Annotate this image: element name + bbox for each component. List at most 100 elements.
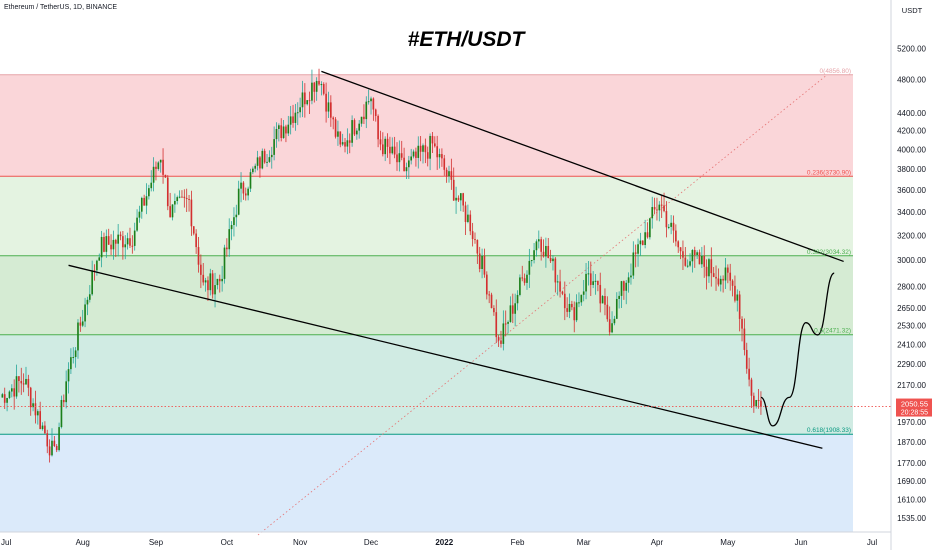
candle-body [540, 239, 542, 252]
candle-body [6, 397, 8, 403]
candle-body [204, 280, 207, 283]
candle-body [741, 318, 743, 329]
candle-body [476, 239, 479, 254]
candle-body [452, 179, 455, 201]
candle-body [183, 196, 186, 198]
candle-body [701, 255, 703, 265]
candle-body [325, 93, 327, 112]
candle-body [396, 154, 398, 163]
candle-body [429, 135, 431, 159]
candle-body [445, 169, 448, 177]
y-tick-label: 4200.00 [897, 127, 926, 136]
candle-body [478, 253, 481, 269]
candle-body [185, 197, 188, 200]
candle-body [722, 278, 724, 281]
candle-body [91, 270, 93, 295]
candle-body [150, 182, 153, 189]
fib-zones [0, 74, 853, 532]
candle-body [563, 293, 566, 309]
candle-body [8, 391, 11, 398]
candle-body [627, 277, 630, 283]
candle-body [304, 92, 306, 105]
candle-body [344, 142, 346, 147]
candle-body [356, 130, 358, 135]
candle-body [327, 102, 330, 112]
y-tick-label: 1535.00 [897, 514, 926, 523]
candle-body [18, 376, 20, 381]
candle-body [656, 209, 658, 211]
candle-body [615, 298, 618, 319]
candle-body [667, 226, 670, 228]
x-tick-label: Mar [577, 538, 591, 547]
candle-body [684, 257, 687, 266]
candle-body [523, 278, 526, 283]
x-tick-label: May [720, 538, 735, 547]
y-tick-label: 2290.00 [897, 360, 926, 369]
candle-body [79, 322, 82, 326]
candle-body [200, 264, 202, 275]
trendlines[interactable] [68, 70, 844, 449]
y-tick-label: 2170.00 [897, 381, 926, 390]
x-tick-label: Jul [1, 538, 11, 547]
candle-body [10, 388, 13, 392]
candle-body [39, 411, 42, 430]
candle-body [226, 247, 228, 250]
countdown-label: 20:28:55 [901, 410, 928, 417]
x-tick-label: 2022 [435, 538, 453, 547]
candle-body [663, 205, 665, 212]
candle-body [72, 357, 75, 359]
candle-body [240, 182, 242, 189]
candle-body [554, 258, 557, 283]
x-tick-label: Feb [511, 538, 525, 547]
candle-body [556, 281, 559, 283]
candle-body [566, 308, 568, 312]
candle-body [391, 146, 394, 154]
candle-body [152, 166, 155, 183]
candle-body [641, 240, 644, 245]
fib-zone [0, 334, 853, 435]
candle-body [247, 188, 249, 196]
candle-body [171, 204, 174, 218]
x-tick-label: Jul [867, 538, 877, 547]
candle-body [235, 214, 238, 218]
candle-body [521, 277, 524, 279]
candle-body [88, 294, 91, 300]
candle-body [84, 304, 86, 322]
candle-body [686, 265, 689, 267]
candle-body [296, 112, 299, 114]
candle-body [594, 280, 597, 282]
trendline-lower[interactable] [68, 264, 823, 449]
candle-body [618, 295, 620, 299]
time-axis[interactable]: Jul Aug Sep Oct Nov Dec 2022 Feb Mar Apr May Jun Jul [0, 531, 891, 547]
candle-body [677, 241, 680, 248]
candle-body [169, 206, 171, 218]
candle-body [455, 197, 457, 201]
candle-body [634, 252, 637, 254]
candle-body [221, 278, 223, 282]
candle-body [367, 101, 370, 103]
candle-body [511, 305, 514, 314]
candle-body [644, 232, 646, 245]
candle-body [443, 158, 446, 170]
candlestick-series [1, 68, 762, 463]
candle-body [689, 261, 691, 266]
candle-body [578, 302, 580, 304]
trendline-upper[interactable] [321, 70, 844, 263]
price-axis[interactable]: USDT 5200.00 4800.00 4400.00 4200.00 4000.00 3… [890, 0, 932, 550]
candle-body [211, 273, 214, 295]
candle-body [157, 162, 160, 169]
candle-body [1, 394, 4, 398]
candle-body [561, 291, 564, 294]
candle-body [433, 143, 436, 147]
candle-body [469, 214, 472, 232]
candle-body [27, 378, 30, 388]
candle-body [502, 323, 505, 344]
candle-body [571, 303, 573, 308]
candle-body [133, 230, 136, 246]
candle-body [573, 307, 576, 321]
candle-body [86, 299, 89, 305]
candle-body [530, 260, 533, 262]
candle-body [34, 403, 37, 416]
candle-body [339, 131, 342, 145]
